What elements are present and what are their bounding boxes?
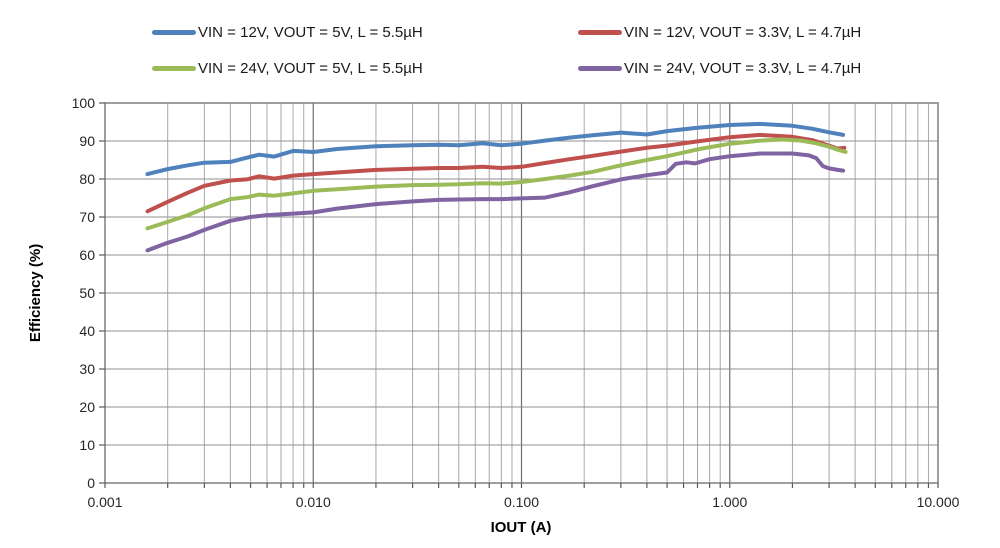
y-tick-label: 10 — [79, 437, 95, 453]
y-tick-label: 60 — [79, 247, 95, 263]
x-axis-title: IOUT (A) — [491, 519, 552, 536]
x-tick-label: 0.010 — [296, 494, 331, 510]
y-tick-label: 50 — [79, 285, 95, 301]
legend-swatch-icon — [152, 30, 196, 35]
y-axis-title: Efficiency (%) — [27, 244, 44, 342]
axis-tick-labels: 0 10 20 30 40 50 60 70 80 90 100 0.001 0.010 0.100 1.0… — [72, 95, 960, 510]
legend-label: VIN = 24V, VOUT = 5V, L = 5.5µH — [198, 60, 423, 77]
series-line-2 — [145, 137, 848, 231]
legend-label: VIN = 12V, VOUT = 3.3V, L = 4.7µH — [624, 24, 862, 41]
chart-legend: VIN = 12V, VOUT = 5V, L = 5.5µH VIN = 12V… — [0, 0, 1000, 90]
legend-swatch-icon — [578, 66, 622, 71]
y-tick-label: 70 — [79, 209, 95, 225]
y-tick-label: 30 — [79, 361, 95, 377]
y-tick-label: 90 — [79, 133, 95, 149]
legend-item-3: VIN = 24V, VOUT = 3.3V, L = 4.7µH — [578, 60, 861, 77]
legend-label: VIN = 24V, VOUT = 3.3V, L = 4.7µH — [624, 60, 862, 77]
legend-item-0: VIN = 12V, VOUT = 5V, L = 5.5µH — [152, 24, 423, 41]
series-line-3 — [145, 151, 846, 253]
x-tick-label: 0.001 — [87, 494, 122, 510]
axis-ticks — [99, 102, 939, 488]
series-lines — [145, 121, 848, 253]
series-line-0 — [145, 121, 846, 177]
y-tick-label: 80 — [79, 171, 95, 187]
x-tick-label: 1.000 — [712, 494, 747, 510]
y-tick-label: 100 — [72, 95, 96, 111]
legend-item-2: VIN = 24V, VOUT = 5V, L = 5.5µH — [152, 60, 423, 77]
legend-swatch-icon — [152, 66, 196, 71]
legend-swatch-icon — [578, 30, 622, 35]
y-tick-label: 40 — [79, 323, 95, 339]
legend-label: VIN = 12V, VOUT = 5V, L = 5.5µH — [198, 24, 423, 41]
series-line-1 — [145, 132, 847, 214]
x-tick-label: 10.000 — [917, 494, 960, 510]
y-tick-label: 0 — [87, 475, 95, 491]
legend-item-1: VIN = 12V, VOUT = 3.3V, L = 4.7µH — [578, 24, 861, 41]
y-tick-label: 20 — [79, 399, 95, 415]
x-tick-label: 0.100 — [504, 494, 539, 510]
